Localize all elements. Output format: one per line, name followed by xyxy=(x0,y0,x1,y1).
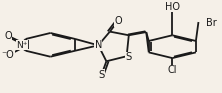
Text: Cl: Cl xyxy=(168,65,177,75)
Text: S: S xyxy=(99,69,105,80)
Text: S: S xyxy=(125,52,131,62)
Text: ⁻O: ⁻O xyxy=(2,50,14,60)
Text: Br: Br xyxy=(206,18,217,28)
Text: O: O xyxy=(114,16,122,26)
Text: O: O xyxy=(4,31,12,41)
Text: N⁺: N⁺ xyxy=(16,41,28,50)
Text: N: N xyxy=(95,40,102,50)
Text: HO: HO xyxy=(165,2,180,12)
